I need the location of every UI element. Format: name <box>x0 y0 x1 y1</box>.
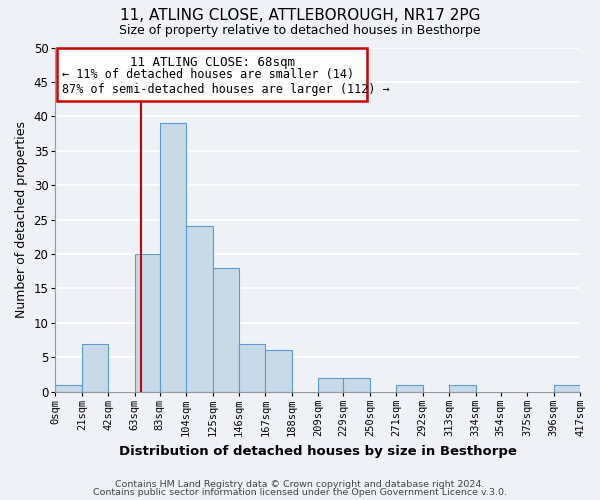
Text: 87% of semi-detached houses are larger (112) →: 87% of semi-detached houses are larger (… <box>62 84 389 96</box>
Text: Contains public sector information licensed under the Open Government Licence v.: Contains public sector information licen… <box>93 488 507 497</box>
Bar <box>343 378 370 392</box>
Bar <box>449 385 476 392</box>
Bar <box>186 226 212 392</box>
Bar <box>82 344 108 392</box>
Bar <box>134 254 160 392</box>
Text: 11 ATLING CLOSE: 68sqm: 11 ATLING CLOSE: 68sqm <box>130 56 295 69</box>
Bar <box>212 268 239 392</box>
Text: Contains HM Land Registry data © Crown copyright and database right 2024.: Contains HM Land Registry data © Crown c… <box>115 480 485 489</box>
Bar <box>239 344 265 392</box>
Bar <box>554 385 580 392</box>
Bar <box>55 385 82 392</box>
Bar <box>265 350 292 392</box>
Bar <box>397 385 423 392</box>
Text: Size of property relative to detached houses in Besthorpe: Size of property relative to detached ho… <box>119 24 481 37</box>
Bar <box>56 48 367 101</box>
Y-axis label: Number of detached properties: Number of detached properties <box>15 121 28 318</box>
Bar <box>160 123 186 392</box>
Bar <box>319 378 343 392</box>
Text: 11, ATLING CLOSE, ATTLEBOROUGH, NR17 2PG: 11, ATLING CLOSE, ATTLEBOROUGH, NR17 2PG <box>120 8 480 23</box>
X-axis label: Distribution of detached houses by size in Besthorpe: Distribution of detached houses by size … <box>119 444 517 458</box>
Text: ← 11% of detached houses are smaller (14): ← 11% of detached houses are smaller (14… <box>62 68 354 81</box>
